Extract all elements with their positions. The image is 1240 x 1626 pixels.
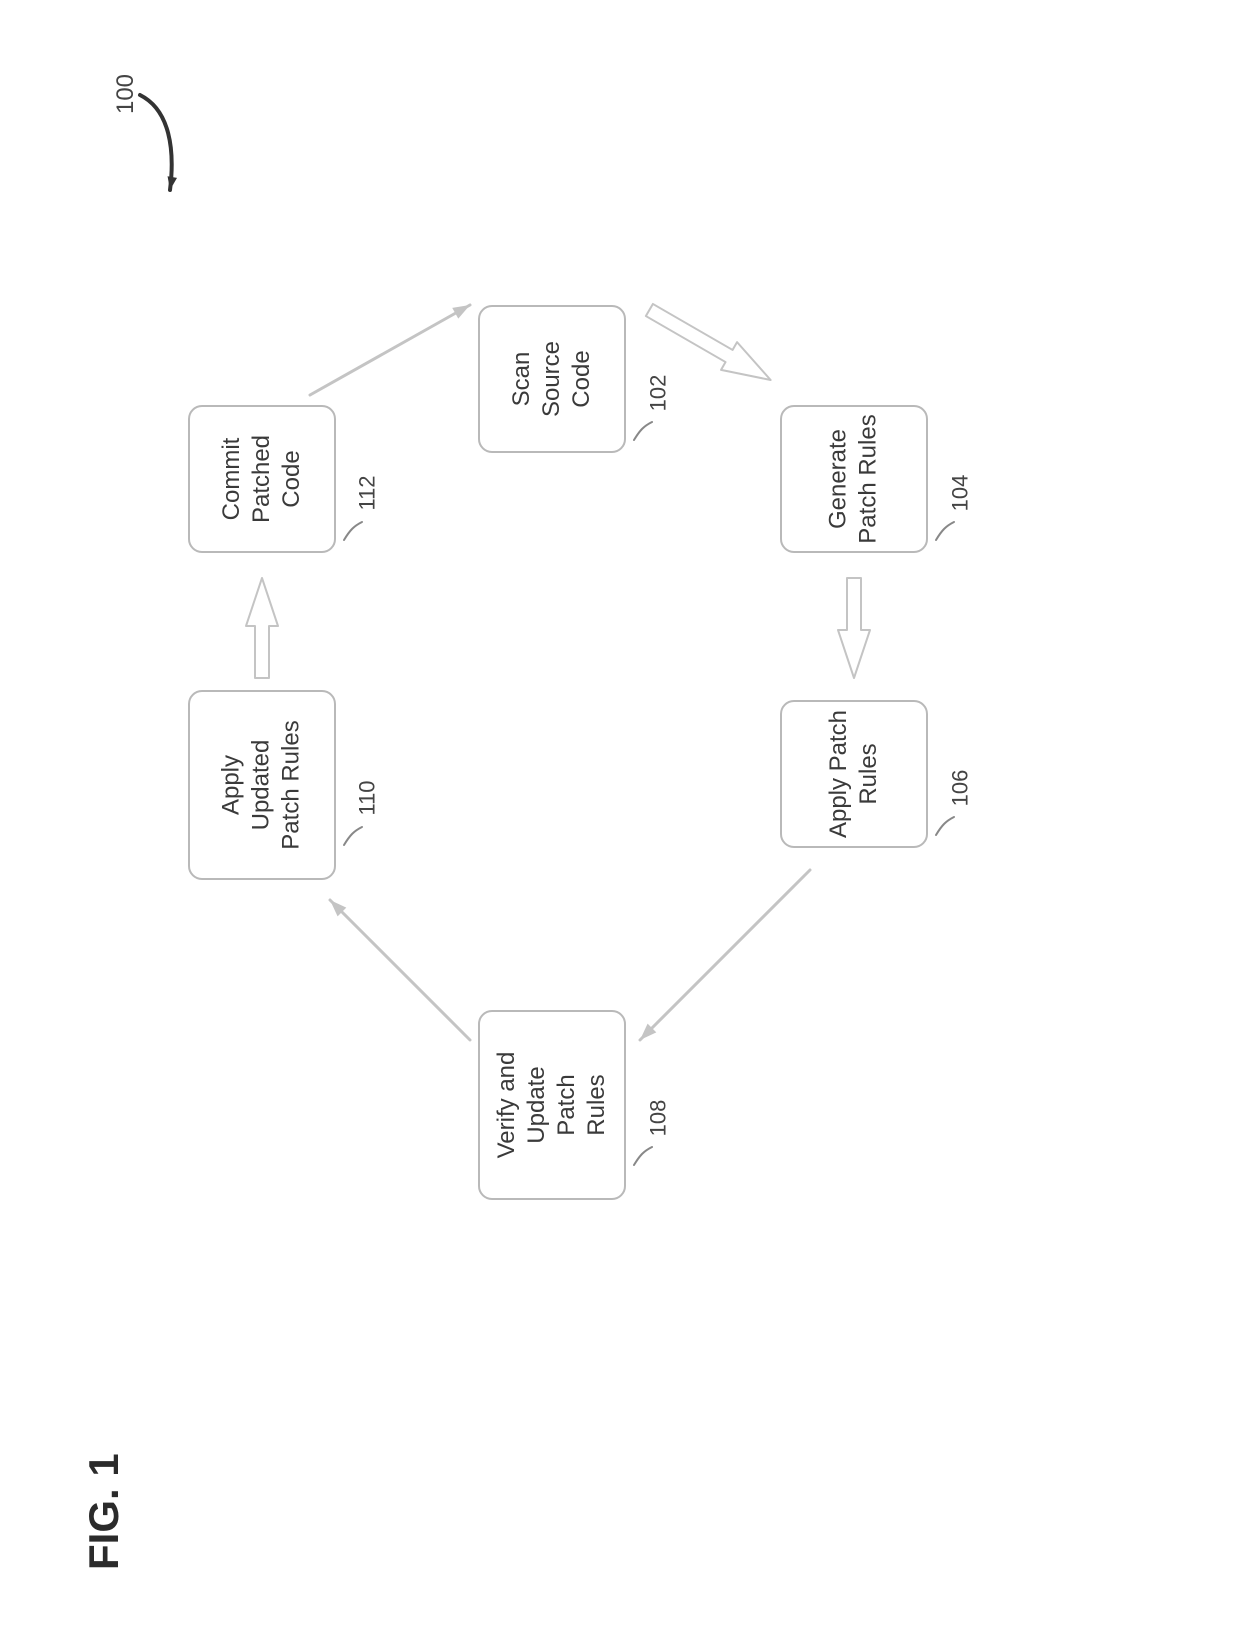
arrow-a110_112 [246,578,278,678]
flow-node-106: Apply Patch Rules [780,700,928,848]
ref-label-108: 108 [645,1100,671,1137]
ref-label-110: 110 [355,780,381,815]
ref-label-112: 112 [355,475,381,510]
flow-node-108: Verify and Update Patch Rules [478,1010,626,1200]
arrow-a106_108-head [640,1024,656,1040]
ref-tick-104 [936,522,954,540]
ref-label-104: 104 [947,475,973,512]
diagram-ref-arrowhead [168,176,177,190]
ref-label-102: 102 [645,375,671,412]
flow-node-label: Scan Source Code [507,311,597,447]
diagram-ref-100: 100 [112,74,140,114]
ref-tick-110 [344,827,362,845]
flow-node-label: Commit Patched Code [217,435,307,523]
ref-tick-102 [634,422,652,440]
flow-node-104: Generate Patch Rules [780,405,928,553]
arrow-a104_106 [838,578,870,678]
arrows-layer [0,0,1240,1626]
diagram-ref-arrow [140,95,172,190]
ref-label-106: 106 [947,770,973,807]
flow-node-112: Commit Patched Code [188,405,336,553]
flow-node-label: Apply Patch Rules [824,710,884,838]
flow-node-110: Apply Updated Patch Rules [188,690,336,880]
arrow-a102_104 [646,304,771,380]
arrow-a112_102-head [452,305,470,319]
ref-tick-112 [344,522,362,540]
figure-label: FIG. 1 [80,1453,128,1570]
arrow-a108_110-head [330,900,346,916]
arrow-a112_102-line [310,305,470,395]
diagram-stage: 100 FIG. 1 Scan Source Code 102 Generate P… [0,0,1240,1626]
ref-tick-108 [634,1147,652,1165]
flow-node-label: Generate Patch Rules [824,414,884,543]
ref-tick-106 [936,817,954,835]
arrow-a106_108-line [640,870,810,1040]
flow-node-label: Verify and Update Patch Rules [492,1037,612,1173]
flow-node-label: Apply Updated Patch Rules [217,720,307,849]
arrow-a108_110-line [330,900,470,1040]
flow-node-102: Scan Source Code [478,305,626,453]
